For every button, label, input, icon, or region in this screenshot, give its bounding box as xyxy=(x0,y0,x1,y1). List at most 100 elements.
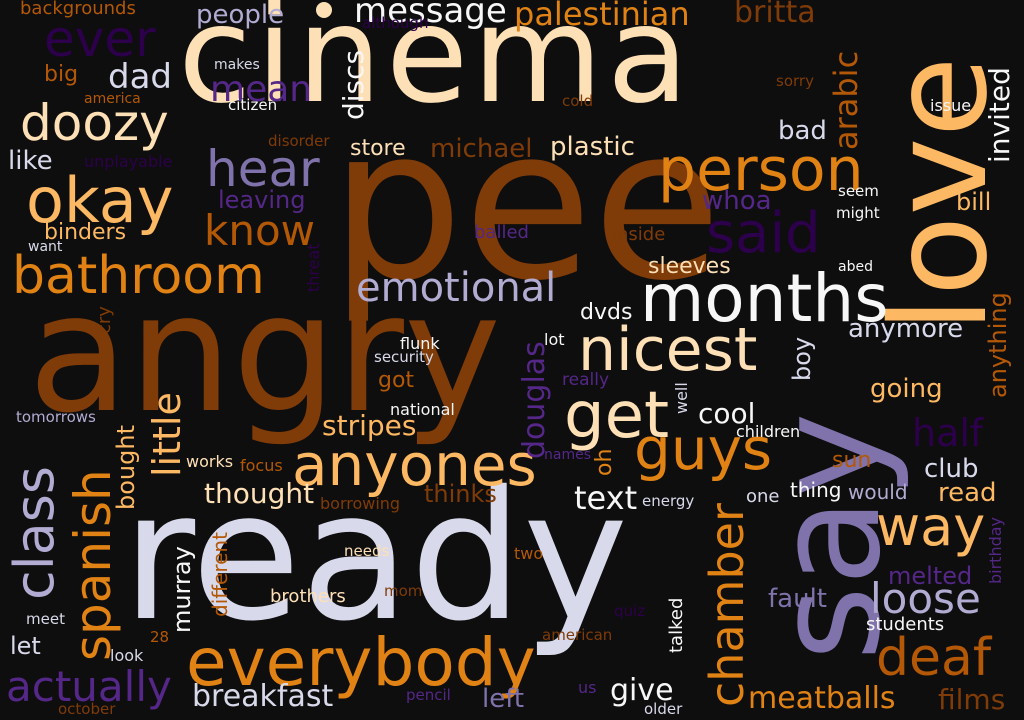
word-two: two xyxy=(514,544,544,563)
word-whoa: whoa xyxy=(702,186,772,216)
word-text: text xyxy=(574,479,638,517)
word-cool: cool xyxy=(698,397,756,430)
word-binders: binders xyxy=(44,220,127,245)
word-like: like xyxy=(8,146,53,176)
word-abed: abed xyxy=(838,259,873,275)
word-thing: thing xyxy=(790,478,842,502)
word-dvds: dvds xyxy=(580,300,633,325)
word-breakfast: breakfast xyxy=(192,679,334,714)
word-children: children xyxy=(736,422,801,441)
word-big: big xyxy=(44,62,79,87)
word-guys: guys xyxy=(634,415,773,483)
word-discs: discs xyxy=(337,49,370,121)
word-bill: bill xyxy=(956,188,992,216)
word-students: students xyxy=(866,614,945,635)
word-older: older xyxy=(644,700,683,718)
word-months: months xyxy=(640,260,889,337)
word-names: names xyxy=(544,447,591,463)
word-national: national xyxy=(390,400,455,419)
word-well: well xyxy=(672,382,691,414)
word-works: works xyxy=(186,452,234,471)
word-bathroom: bathroom xyxy=(12,246,265,306)
word-threat: threat xyxy=(304,243,323,293)
word-anymore: anymore xyxy=(848,314,964,344)
word-anything: anything xyxy=(984,292,1012,398)
word-anyones: anyones xyxy=(292,431,537,499)
word-lot: lot xyxy=(544,330,565,349)
word-sorry: sorry xyxy=(776,72,814,90)
word-october: october xyxy=(58,700,116,718)
word-said: said xyxy=(706,201,821,266)
word-backgrounds: backgrounds xyxy=(20,0,136,19)
word-read: read xyxy=(938,478,997,508)
word-people: people xyxy=(196,0,285,30)
word-message: message xyxy=(354,0,507,31)
word-fault: fault xyxy=(768,584,827,614)
word-different: different xyxy=(208,532,232,618)
word-although: although xyxy=(362,14,429,32)
word-loose: loose xyxy=(870,574,981,623)
word-america: america xyxy=(84,91,141,107)
word-issue: issue xyxy=(930,96,972,115)
word-brothers: brothers xyxy=(270,586,346,607)
word-flunk: flunk xyxy=(400,334,440,353)
word-citizen: citizen xyxy=(228,96,278,114)
word-sun: sun xyxy=(832,448,872,473)
word-makes: makes xyxy=(214,57,260,73)
word-michael: michael xyxy=(430,134,533,164)
word-person: person xyxy=(658,135,864,205)
word-doozy: doozy xyxy=(20,94,169,152)
word-class: class xyxy=(3,465,66,601)
word-angry: angry xyxy=(28,258,502,449)
word-get: get xyxy=(564,379,670,453)
word-let: let xyxy=(10,632,41,660)
word-cry: cry xyxy=(94,306,115,334)
word-quiz: quiz xyxy=(614,602,646,620)
word-give: give xyxy=(610,673,674,708)
word-really: really xyxy=(562,370,609,390)
dot-icon xyxy=(316,2,332,18)
word-might: might xyxy=(836,204,880,222)
word-pencil: pencil xyxy=(406,686,451,704)
word-security: security xyxy=(374,348,434,366)
word-left: left xyxy=(482,684,525,714)
word-sleeves: sleeves xyxy=(648,254,731,279)
word-little: little xyxy=(145,392,189,478)
word-look: look xyxy=(110,646,144,665)
word-half: half xyxy=(912,411,984,455)
word-boy: boy xyxy=(788,336,816,382)
word-britta: britta xyxy=(734,0,816,30)
word-bought: bought xyxy=(112,425,140,511)
word-needs: needs xyxy=(344,542,390,560)
word-got: got xyxy=(378,368,415,393)
word-thinks: thinks xyxy=(424,480,497,508)
word-douglas: douglas xyxy=(517,341,552,459)
word-birthday: birthday xyxy=(986,516,1005,584)
word-invited: invited xyxy=(983,67,1016,163)
word-know: know xyxy=(204,206,315,255)
word-stripes: stripes xyxy=(322,409,417,442)
word-tomorrows: tomorrows xyxy=(16,408,96,426)
word-energy: energy xyxy=(642,492,695,510)
word-everybody: everybody xyxy=(186,624,536,701)
word-nicest: nicest xyxy=(578,315,758,385)
word-store: store xyxy=(350,136,406,161)
word-dad: dad xyxy=(108,57,172,97)
word-pee: pee xyxy=(330,82,722,327)
word-deaf: deaf xyxy=(876,628,992,688)
word-unplayable: unplayable xyxy=(84,152,173,171)
word-oh: oh xyxy=(592,448,617,476)
word-leaving: leaving xyxy=(218,186,306,214)
word-mom: mom xyxy=(384,582,423,600)
word-would: would xyxy=(848,480,908,504)
word-focus: focus xyxy=(240,456,283,475)
word-meatballs: meatballs xyxy=(748,681,896,716)
word-emotional: emotional xyxy=(356,265,557,311)
word-28: 28 xyxy=(150,628,170,646)
word-ready: ready xyxy=(122,453,629,660)
word-us: us xyxy=(578,678,597,697)
word-going: going xyxy=(870,374,943,404)
word-want: want xyxy=(28,239,63,255)
word-meet: meet xyxy=(26,610,65,628)
